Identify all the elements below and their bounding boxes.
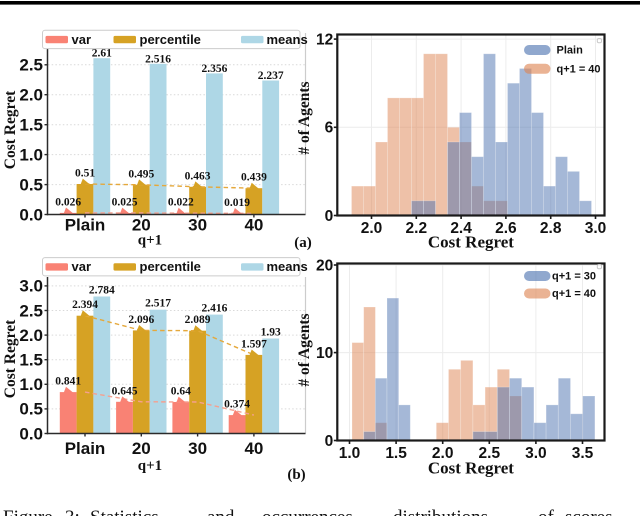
- svg-text:2.61: 2.61: [92, 48, 112, 60]
- svg-text:scores: scores: [565, 507, 612, 516]
- svg-text:q+1 = 40: q+1 = 40: [557, 64, 601, 76]
- svg-text:1.0: 1.0: [19, 375, 43, 394]
- svg-text:20: 20: [132, 216, 151, 235]
- svg-text:2.0: 2.0: [19, 326, 43, 345]
- svg-text:0.51: 0.51: [75, 168, 95, 180]
- svg-text:# of Agents: # of Agents: [296, 313, 313, 386]
- svg-text:Cost Regret: Cost Regret: [428, 459, 514, 478]
- svg-text:q+1 = 40: q+1 = 40: [552, 288, 596, 300]
- svg-text:(b): (b): [287, 467, 305, 483]
- svg-text:3.5: 3.5: [572, 445, 594, 462]
- svg-text:2.394: 2.394: [72, 299, 98, 311]
- svg-text:means: means: [267, 32, 308, 47]
- svg-text:0.019: 0.019: [224, 197, 250, 209]
- svg-text:0.841: 0.841: [55, 376, 81, 388]
- svg-text:2.0: 2.0: [19, 86, 43, 105]
- svg-text:2.089: 2.089: [185, 314, 211, 326]
- svg-text:means: means: [267, 259, 308, 274]
- svg-text:0.463: 0.463: [185, 170, 211, 182]
- svg-text:percentile: percentile: [140, 32, 201, 47]
- svg-text:0.0: 0.0: [19, 424, 43, 443]
- svg-text:Plain: Plain: [65, 216, 106, 235]
- svg-text:Cost Regret: Cost Regret: [428, 233, 514, 252]
- svg-text:30: 30: [188, 216, 207, 235]
- svg-text:percentile: percentile: [140, 259, 201, 274]
- svg-text:1.93: 1.93: [261, 327, 281, 339]
- svg-text:0.0: 0.0: [19, 205, 43, 224]
- svg-text:q+1 = 30: q+1 = 30: [552, 271, 596, 283]
- svg-text:0.5: 0.5: [19, 400, 43, 419]
- svg-text:Cost Regret: Cost Regret: [2, 90, 19, 169]
- svg-text:q+1: q+1: [138, 233, 162, 249]
- svg-text:3:: 3:: [65, 507, 80, 516]
- svg-text:Plain: Plain: [557, 45, 584, 57]
- svg-text:6: 6: [325, 120, 334, 137]
- svg-text:20: 20: [316, 257, 333, 274]
- svg-text:2.096: 2.096: [128, 314, 154, 326]
- svg-text:(a): (a): [294, 235, 312, 251]
- svg-text:3.0: 3.0: [585, 220, 607, 237]
- svg-text:2.356: 2.356: [201, 63, 227, 75]
- svg-text:0.025: 0.025: [112, 197, 138, 209]
- svg-text:2.784: 2.784: [89, 285, 115, 297]
- svg-text:1.5: 1.5: [385, 445, 407, 462]
- svg-text:distributions: distributions: [393, 507, 488, 516]
- svg-text:0.645: 0.645: [112, 385, 138, 397]
- svg-text:0: 0: [325, 208, 334, 225]
- svg-text:0.439: 0.439: [241, 172, 267, 184]
- svg-text:1.0: 1.0: [339, 445, 361, 462]
- svg-text:occurrences: occurrences: [262, 507, 353, 516]
- svg-text:and: and: [207, 507, 235, 516]
- svg-text:2.516: 2.516: [145, 53, 171, 65]
- svg-text:40: 40: [244, 439, 263, 458]
- svg-text:2.8: 2.8: [540, 220, 562, 237]
- svg-text:2.4: 2.4: [450, 220, 472, 237]
- svg-text:12: 12: [316, 31, 333, 48]
- svg-text:var: var: [72, 32, 92, 47]
- svg-text:1.5: 1.5: [19, 116, 43, 135]
- svg-text:30: 30: [188, 439, 207, 458]
- svg-text:2.0: 2.0: [361, 220, 383, 237]
- svg-text:Statistics: Statistics: [90, 507, 159, 516]
- svg-text:2.5: 2.5: [479, 445, 501, 462]
- svg-text:0.64: 0.64: [171, 386, 191, 398]
- svg-text:3.0: 3.0: [525, 445, 547, 462]
- svg-text:1.5: 1.5: [19, 351, 43, 370]
- svg-text:0.374: 0.374: [224, 399, 250, 411]
- svg-text:2.237: 2.237: [258, 70, 284, 82]
- svg-text:Figure: Figure: [3, 507, 53, 516]
- svg-text:2.6: 2.6: [495, 220, 517, 237]
- svg-text:1.0: 1.0: [19, 145, 43, 164]
- svg-text:2.517: 2.517: [145, 298, 171, 310]
- svg-text:2.5: 2.5: [19, 301, 43, 320]
- svg-text:Cost Regret: Cost Regret: [2, 319, 19, 398]
- svg-text:0.5: 0.5: [19, 175, 43, 194]
- svg-text:var: var: [72, 259, 92, 274]
- svg-text:0.495: 0.495: [128, 168, 154, 180]
- svg-text:2.5: 2.5: [19, 56, 43, 75]
- svg-text:10: 10: [316, 345, 333, 362]
- svg-text:2.2: 2.2: [406, 220, 428, 237]
- svg-text:Plain: Plain: [65, 439, 106, 458]
- svg-text:20: 20: [132, 439, 151, 458]
- svg-text:0.026: 0.026: [55, 196, 81, 208]
- svg-text:1.597: 1.597: [241, 338, 267, 350]
- svg-text:# of Agents: # of Agents: [296, 81, 313, 154]
- svg-text:2.0: 2.0: [432, 445, 454, 462]
- svg-text:3.0: 3.0: [19, 277, 43, 296]
- svg-text:0: 0: [325, 433, 334, 450]
- svg-text:of: of: [538, 507, 555, 516]
- svg-text:q+1: q+1: [138, 458, 162, 474]
- svg-text:0.022: 0.022: [168, 197, 194, 209]
- svg-text:2.416: 2.416: [201, 303, 227, 315]
- svg-text:40: 40: [244, 216, 263, 235]
